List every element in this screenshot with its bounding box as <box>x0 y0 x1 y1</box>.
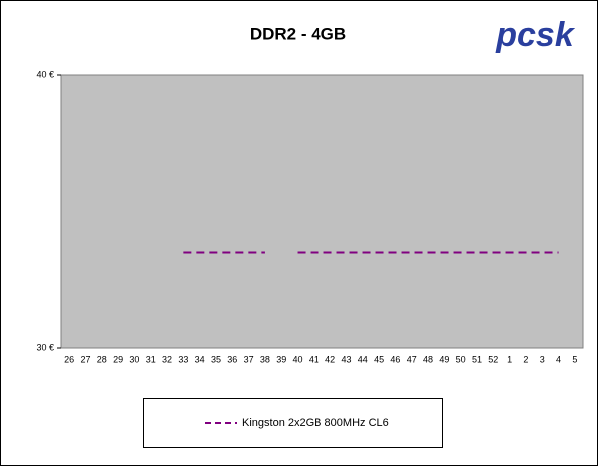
x-tick-label: 30 <box>129 354 139 364</box>
x-tick-label: 32 <box>162 354 172 364</box>
x-tick-label: 42 <box>325 354 335 364</box>
x-tick-label: 2 <box>523 354 528 364</box>
x-tick-label: 31 <box>146 354 156 364</box>
y-tick-label: 40 € <box>36 69 54 79</box>
x-tick-label: 40 <box>293 354 303 364</box>
x-tick-label: 4 <box>556 354 561 364</box>
x-tick-label: 38 <box>260 354 270 364</box>
x-tick-label: 52 <box>488 354 498 364</box>
y-tick-label: 30 € <box>36 342 54 352</box>
x-tick-label: 29 <box>113 354 123 364</box>
x-tick-label: 37 <box>244 354 254 364</box>
x-tick-label: 48 <box>423 354 433 364</box>
x-tick-label: 27 <box>80 354 90 364</box>
x-tick-label: 3 <box>540 354 545 364</box>
chart-title: DDR2 - 4GB <box>250 24 346 43</box>
x-tick-label: 26 <box>64 354 74 364</box>
x-tick-label: 51 <box>472 354 482 364</box>
x-tick-label: 39 <box>276 354 286 364</box>
x-tick-label: 36 <box>227 354 237 364</box>
x-tick-label: 5 <box>572 354 577 364</box>
x-tick-label: 45 <box>374 354 384 364</box>
x-tick-label: 46 <box>390 354 400 364</box>
plot-area <box>60 74 584 349</box>
x-tick-label: 34 <box>195 354 205 364</box>
x-tick-label: 1 <box>507 354 512 364</box>
x-tick-label: 44 <box>358 354 368 364</box>
legend-label: Kingston 2x2GB 800MHz CL6 <box>242 417 389 429</box>
legend <box>143 398 443 448</box>
x-tick-label: 35 <box>211 354 221 364</box>
logo: pcsk <box>495 16 576 54</box>
x-tick-label: 28 <box>97 354 107 364</box>
x-tick-label: 33 <box>178 354 188 364</box>
x-tick-label: 49 <box>439 354 449 364</box>
x-tick-label: 41 <box>309 354 319 364</box>
x-tick-label: 50 <box>456 354 466 364</box>
x-tick-label: 47 <box>407 354 417 364</box>
x-tick-label: 43 <box>341 354 351 364</box>
